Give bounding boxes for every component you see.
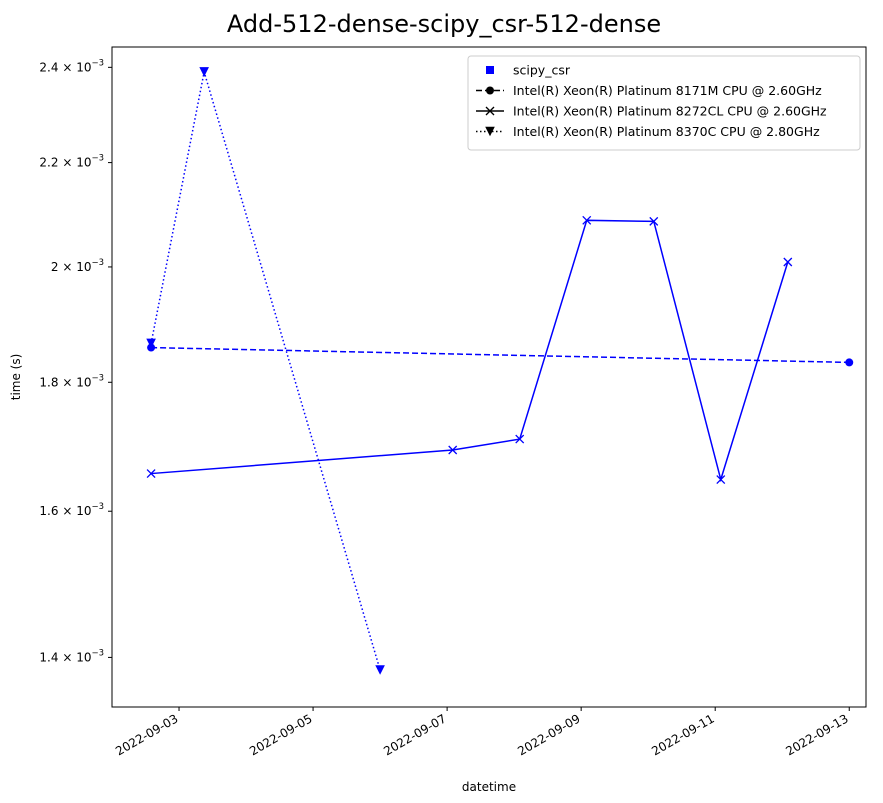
y-tick-mantissa: 1.8 × 10 xyxy=(39,375,91,389)
legend-label: Intel(R) Xeon(R) Platinum 8171M CPU @ 2.… xyxy=(513,83,822,98)
legend-entry: Intel(R) Xeon(R) Platinum 8370C CPU @ 2.… xyxy=(476,124,820,139)
data-point xyxy=(375,665,385,675)
chart-title: Add-512-dense-scipy_csr-512-dense xyxy=(227,10,661,38)
x-axis: 2022-09-03 2022-09-05 2022-09-07 2022-09-09… xyxy=(113,707,851,758)
y-axis-label: time (s) xyxy=(9,354,23,401)
plot-area xyxy=(111,46,867,708)
data-point xyxy=(845,358,854,367)
series-2 xyxy=(146,67,385,675)
y-tick-exponent: −3 xyxy=(91,502,104,512)
marker-circle xyxy=(486,86,494,95)
y-tick-mantissa: 1.4 × 10 xyxy=(39,650,91,664)
legend: scipy_csr Intel(R) Xeon(R) Platinum 8171M… xyxy=(467,55,861,151)
marker-triangle xyxy=(485,126,495,137)
y-tick-exponent: −3 xyxy=(91,648,104,658)
series-0 xyxy=(147,343,854,367)
y-tick-label: 2.2 × 10−3 xyxy=(39,154,104,170)
data-point xyxy=(146,469,156,479)
series-1 xyxy=(146,215,793,484)
y-tick-exponent: −3 xyxy=(91,258,104,268)
x-axis-label: datetime xyxy=(462,780,516,794)
y-tick-exponent: −3 xyxy=(91,58,104,68)
data-point xyxy=(199,67,209,77)
x-tick-label: 2022-09-03 xyxy=(113,711,180,758)
legend-entry: Intel(R) Xeon(R) Platinum 8171M CPU @ 2.… xyxy=(476,83,822,98)
y-tick-mantissa: 2 × 10 xyxy=(51,260,92,274)
y-tick-label: 1.6 × 10−3 xyxy=(39,502,104,518)
x-tick-label: 2022-09-11 xyxy=(649,711,716,758)
y-tick-mantissa: 1.6 × 10 xyxy=(39,504,91,518)
y-tick-exponent: −3 xyxy=(91,154,104,164)
data-point xyxy=(582,215,592,225)
x-tick-label: 2022-09-07 xyxy=(381,711,448,758)
y-tick-label: 2 × 10−3 xyxy=(51,258,104,274)
series-layer xyxy=(146,67,854,675)
y-tick-label: 2.4 × 10−3 xyxy=(39,58,104,74)
series-line xyxy=(151,346,850,364)
legend-entry: Intel(R) Xeon(R) Platinum 8272CL CPU @ 2… xyxy=(476,104,827,119)
y-tick-mantissa: 2.2 × 10 xyxy=(39,156,91,170)
data-point xyxy=(146,338,156,349)
marker-square xyxy=(486,66,494,74)
legend-label: scipy_csr xyxy=(513,63,571,78)
legend-entry: scipy_csr xyxy=(486,63,571,78)
legend-label: Intel(R) Xeon(R) Platinum 8272CL CPU @ 2… xyxy=(513,104,827,119)
y-tick-exponent: −3 xyxy=(91,373,104,383)
legend-label: Intel(R) Xeon(R) Platinum 8370C CPU @ 2.… xyxy=(513,124,820,139)
marker-x xyxy=(485,106,495,116)
data-point xyxy=(783,257,793,267)
y-tick-label: 1.4 × 10−3 xyxy=(39,648,104,664)
series-line xyxy=(150,71,381,671)
y-tick-label: 1.8 × 10−3 xyxy=(39,373,104,389)
data-point xyxy=(448,445,458,455)
data-point xyxy=(515,434,525,444)
data-point xyxy=(716,475,726,484)
y-tick-mantissa: 2.4 × 10 xyxy=(39,60,91,74)
y-axis: 1.4 × 10−31.6 × 10−31.8 × 10−32 × 10−32.… xyxy=(39,58,112,664)
legend-box xyxy=(467,55,861,151)
x-tick-label: 2022-09-13 xyxy=(783,711,850,758)
x-tick-label: 2022-09-09 xyxy=(515,711,582,758)
data-point xyxy=(649,216,659,226)
x-tick-label: 2022-09-05 xyxy=(247,711,314,758)
